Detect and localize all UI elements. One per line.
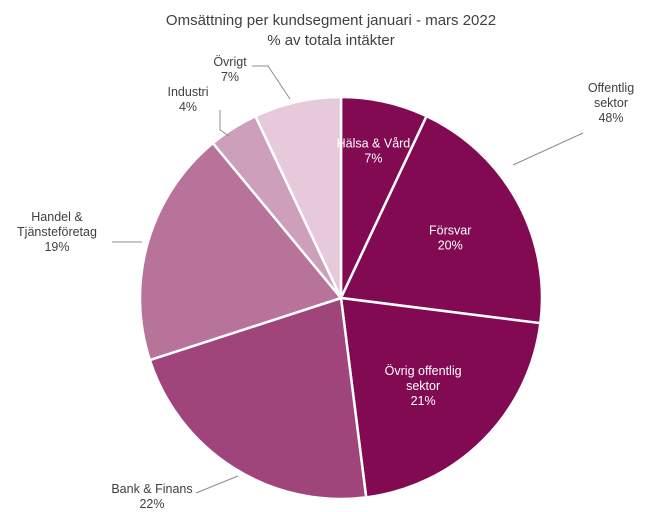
leader-lines [112,65,584,494]
slice-bank-and-finans [148,296,368,501]
group-label-offentlig-sektor: Offentlig sektor 48% [588,81,634,125]
slice-handel-and-tjansteforetag [138,141,343,362]
leader-industri [219,110,230,137]
slice-label-bank-and-finans: Bank & Finans 22% [111,482,192,511]
slice-label-handel-and-tjansteforetag: Handel & Tjänsteföretag 19% [17,210,97,254]
slice-ovrigt [254,95,343,300]
slice-forsvar [339,114,544,325]
chart-title: Omsättning per kundsegment januari - mar… [166,12,496,29]
slice-label-forsvar: Försvar 20% [429,223,471,252]
leader-bank-and-finans [195,475,239,494]
leader-offentlig-sektor [512,132,584,166]
pie-slices [138,95,544,501]
slice-label-ovrigt: Övrigt 7% [213,55,247,84]
slice-ovrig-offentlig-sektor [339,296,542,499]
leader-ovrigt [252,65,291,100]
slice-label-industri: Industri 4% [168,85,209,114]
slice-label-ovrig-offentlig-sektor: Övrig offentlig sektor 21% [385,364,462,408]
chart-subtitle: % av totala intäkter [267,32,395,49]
slice-label-halsa-and-vard: Hälsa & Vård 7% [337,136,411,165]
slice-labels: Hälsa & Vård 7% Försvar 20% Övrig offentlig s… [17,55,634,511]
